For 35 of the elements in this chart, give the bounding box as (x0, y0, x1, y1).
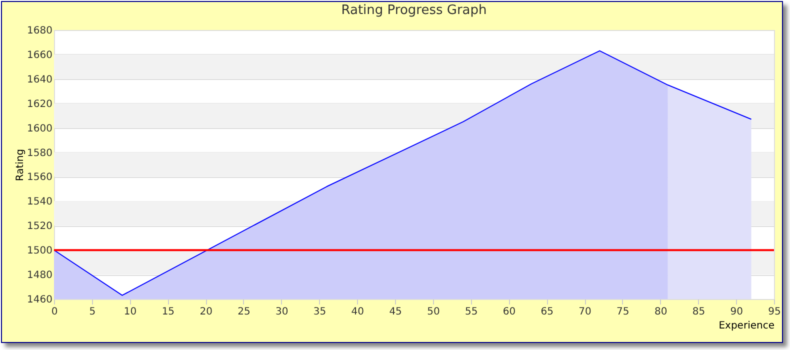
y-tick-label: 1620 (27, 98, 52, 110)
y-tick-label: 1460 (27, 294, 52, 306)
y-tick-label: 1600 (27, 123, 52, 134)
x-tick-label: 25 (238, 306, 250, 318)
y-tick-label: 1640 (27, 74, 52, 86)
x-tick-label: 30 (276, 306, 288, 318)
y-tick-label: 1660 (27, 50, 52, 61)
x-tick-label: 90 (730, 306, 743, 318)
y-tick-label: 1540 (27, 196, 52, 208)
x-tick-label: 35 (313, 306, 326, 318)
y-tick-label: 1520 (27, 221, 52, 232)
x-tick-label: 95 (768, 306, 781, 318)
chart-title: Rating Progress Graph (341, 3, 487, 18)
y-tick-label: 1560 (27, 172, 52, 184)
x-tick-label: 50 (427, 306, 440, 318)
x-tick-label: 75 (616, 306, 630, 318)
x-tick-label: 55 (464, 306, 478, 318)
x-tick-label: 0 (51, 306, 58, 318)
x-tick-label: 60 (502, 306, 516, 318)
x-tick-label: 85 (692, 306, 706, 318)
y-tick-label: 1580 (27, 148, 52, 159)
x-tick-label: 45 (389, 306, 402, 318)
y-axis-title: Rating (15, 148, 26, 182)
x-tick-label: 5 (89, 306, 96, 318)
x-tick-label: 40 (351, 306, 364, 318)
x-axis-title: Experience (718, 320, 774, 332)
x-tick-label: 65 (540, 306, 554, 318)
x-tick-label: 20 (200, 306, 212, 318)
x-tick-label: 10 (124, 306, 137, 318)
x-tick-label: 15 (162, 306, 175, 318)
y-tick-label: 1680 (27, 26, 52, 36)
x-tick-label: 80 (654, 306, 668, 318)
y-tick-label: 1480 (27, 270, 52, 282)
y-tick-label: 1500 (27, 246, 52, 257)
x-tick-label: 70 (578, 306, 592, 318)
